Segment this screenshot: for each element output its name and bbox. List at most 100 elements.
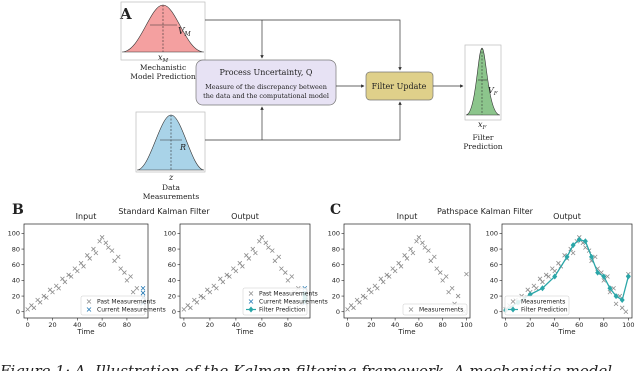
- y-tick-label: 60: [490, 261, 498, 269]
- x-tick-label: 20: [48, 321, 56, 329]
- point: [66, 272, 71, 278]
- point: [564, 253, 570, 260]
- legend-label: Current Measurements: [97, 307, 166, 314]
- point: [625, 273, 631, 280]
- y-tick-label: 80: [490, 245, 498, 253]
- legend-box: [242, 287, 308, 316]
- legend-label: Past Measurements: [97, 299, 156, 306]
- point: [398, 264, 404, 269]
- point: [289, 274, 295, 279]
- x-tick-label: 80: [284, 321, 292, 329]
- y-tick-label: 100: [8, 230, 20, 238]
- point: [257, 238, 262, 244]
- legend-label: Filter Prediction: [259, 307, 306, 314]
- mech-v: VM: [178, 27, 192, 38]
- x-axis-label: Time: [235, 328, 253, 336]
- point: [220, 279, 226, 285]
- point: [592, 254, 598, 260]
- charts: Input Time 0 20 40 60 80 0 20 40 60 80 100 Past Measu…: [8, 212, 635, 336]
- point: [546, 274, 551, 279]
- x-axis-label: Time: [397, 328, 415, 336]
- point: [404, 256, 410, 261]
- point: [181, 307, 187, 312]
- point: [109, 248, 115, 253]
- legend-marker: [248, 291, 254, 296]
- point: [543, 272, 549, 278]
- point: [384, 272, 390, 278]
- point: [378, 276, 384, 282]
- x-tick-label: 60: [415, 321, 423, 329]
- y-tick-label: 20: [12, 292, 20, 300]
- y-tick-label: 60: [168, 261, 176, 269]
- point: [272, 258, 278, 264]
- y-tick-label: 100: [486, 230, 498, 238]
- legend-marker: [408, 307, 414, 312]
- y-tick-label: 60: [332, 261, 340, 269]
- data-z: z: [168, 173, 174, 182]
- x-tick-label: 0: [26, 321, 30, 329]
- frame: [120, 1, 206, 61]
- point: [351, 305, 356, 311]
- x-tick-label: 60: [575, 321, 583, 329]
- legend-box: [80, 295, 146, 316]
- y-tick-label: 40: [168, 277, 176, 285]
- y-tick-label: 40: [490, 277, 498, 285]
- point: [75, 268, 80, 274]
- point: [552, 268, 558, 274]
- point: [455, 293, 461, 299]
- point: [99, 235, 105, 240]
- point: [56, 285, 62, 291]
- point: [410, 250, 416, 256]
- point: [259, 235, 265, 240]
- data-label: Measurements: [143, 192, 200, 201]
- point: [78, 260, 84, 266]
- plot-frame: [501, 223, 633, 319]
- legend-label: Past Measurements: [259, 291, 318, 298]
- point: [601, 273, 607, 280]
- x-tick-label: 40: [232, 321, 240, 329]
- point: [115, 254, 121, 260]
- point: [44, 295, 49, 300]
- legend-label: Measurements: [419, 307, 463, 314]
- point: [357, 300, 362, 305]
- filt-label: Filter: [472, 133, 493, 142]
- point: [240, 264, 245, 269]
- legend-box: [504, 295, 570, 316]
- point: [93, 250, 99, 256]
- plot-frame: [179, 223, 311, 319]
- point: [37, 300, 43, 305]
- x-tick-label: 60: [98, 321, 106, 329]
- legend-marker: [86, 299, 92, 304]
- filt-v: VF: [488, 86, 498, 97]
- point: [428, 258, 434, 264]
- data-r: R: [179, 143, 186, 152]
- y-tick-label: 0: [172, 308, 176, 316]
- panel-label: C: [330, 202, 341, 218]
- legend-marker: [510, 299, 516, 304]
- point: [582, 238, 588, 245]
- panel-label: A: [119, 5, 132, 23]
- legend-label: Filter Prediction: [521, 307, 568, 314]
- legend-box: [402, 303, 468, 316]
- x-tick-label: 60: [258, 321, 266, 329]
- plot-frame: [343, 223, 471, 319]
- point: [432, 254, 437, 260]
- point: [253, 250, 258, 256]
- process-box: [195, 59, 337, 106]
- y-tick-label: 0: [494, 308, 498, 316]
- x-tick-label: 100: [460, 321, 472, 329]
- x-tick-label: 20: [367, 321, 375, 329]
- point: [194, 300, 200, 305]
- x-tick-label: 0: [345, 321, 349, 329]
- point: [130, 289, 136, 295]
- point: [201, 295, 206, 300]
- y-tick-label: 80: [12, 245, 20, 253]
- mech-label: Model Prediction: [130, 72, 196, 81]
- point: [443, 274, 449, 279]
- legend-marker: [510, 306, 516, 313]
- point: [50, 289, 55, 295]
- point: [363, 295, 368, 300]
- point: [285, 278, 291, 283]
- point: [84, 253, 90, 258]
- point: [106, 245, 111, 250]
